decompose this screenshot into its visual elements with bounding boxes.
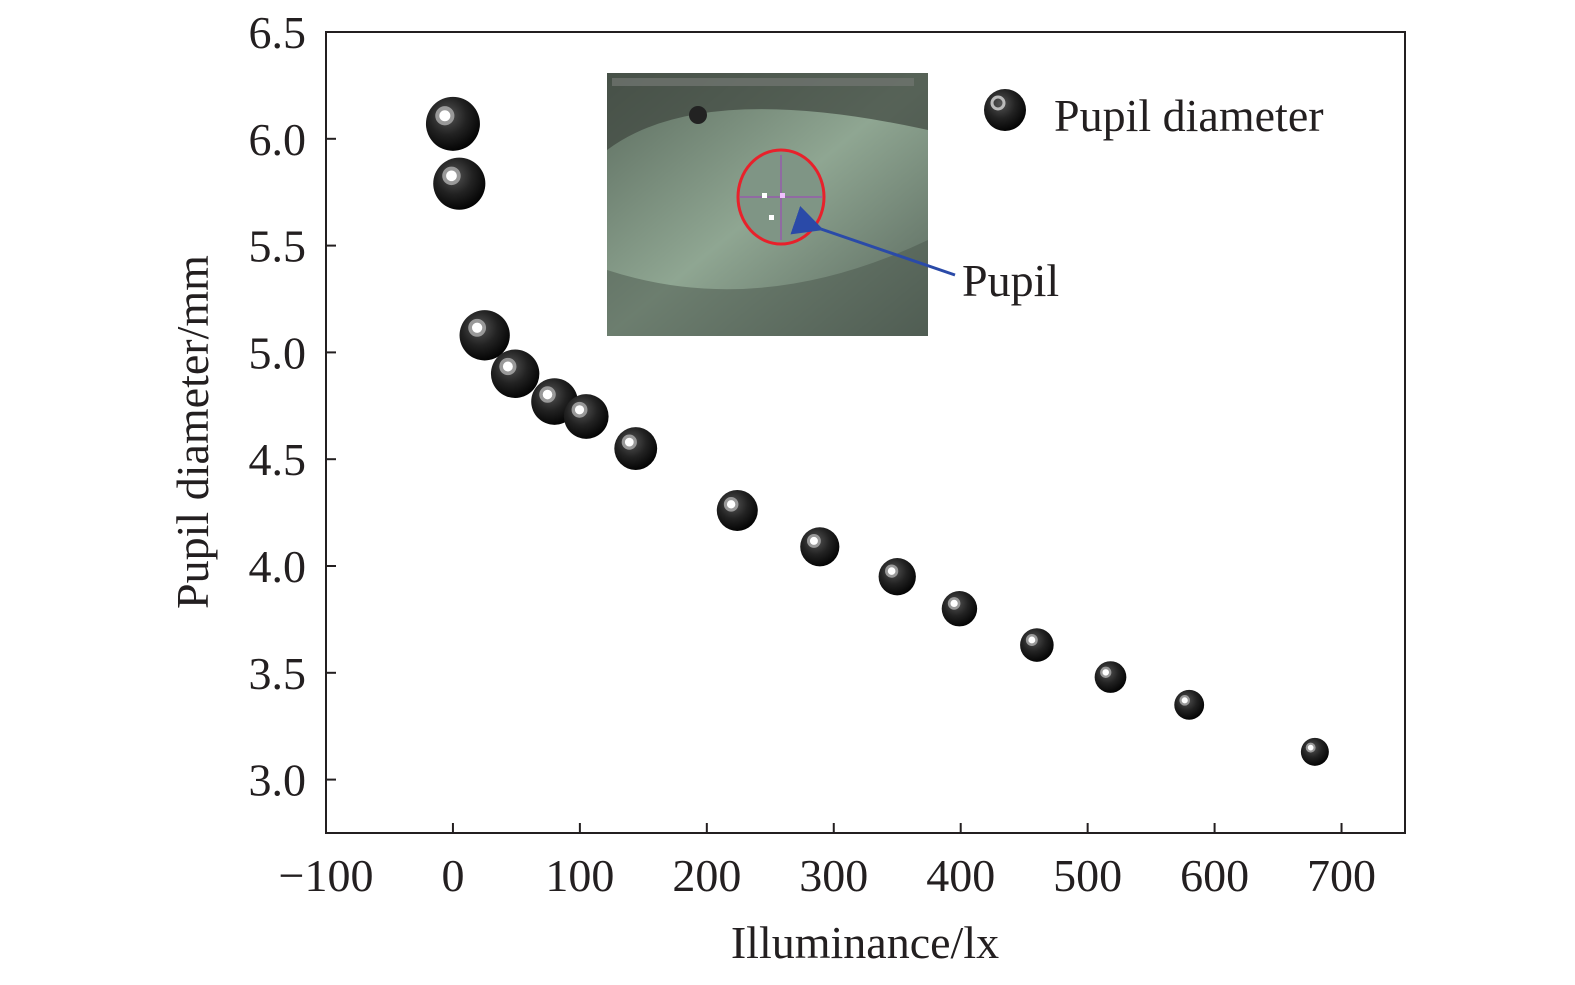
y-tick-label: 6.5 [249, 7, 307, 58]
x-tick-label: 200 [672, 850, 741, 901]
y-tick-label: 5.5 [249, 221, 307, 272]
y-tick-label: 4.0 [249, 541, 307, 592]
data-point [1300, 737, 1329, 766]
data-point [433, 157, 486, 210]
data-point [459, 310, 510, 361]
data-point [1094, 661, 1127, 693]
data-point [878, 558, 916, 596]
data-point [614, 427, 658, 470]
x-tick-label: 100 [545, 850, 614, 901]
data-point [425, 96, 480, 151]
data-point [1174, 689, 1205, 720]
y-tick-label: 3.0 [249, 755, 307, 806]
data-point [800, 527, 840, 567]
data-point [490, 349, 540, 398]
x-tick-label: 400 [926, 850, 995, 901]
eye-inset-photo [607, 73, 956, 336]
data-point [716, 489, 758, 531]
x-tick-label: 500 [1053, 850, 1122, 901]
y-tick-label: 5.0 [249, 327, 307, 378]
x-tick-label: 0 [441, 850, 464, 901]
legend-label: Pupil diameter [1054, 90, 1324, 141]
x-tick-label: 600 [1180, 850, 1249, 901]
data-point [941, 591, 978, 627]
x-tick-label: −100 [279, 850, 374, 901]
legend-marker [984, 89, 1026, 131]
y-tick-label: 3.5 [249, 648, 307, 699]
data-point [1020, 628, 1054, 662]
legend: Pupil diameter [984, 89, 1324, 141]
x-tick-label: 300 [799, 850, 868, 901]
pupil-arrow [790, 206, 956, 277]
y-tick-label: 4.5 [249, 434, 307, 485]
x-axis-label: Illuminance/lx [731, 917, 999, 968]
x-tick-label: 700 [1307, 850, 1376, 901]
plot-frame [325, 31, 1406, 834]
y-axis-label: Pupil diameter/mm [167, 255, 218, 609]
inset-annotation: Pupil [962, 255, 1059, 306]
y-tick-label: 6.0 [249, 114, 307, 165]
data-point [563, 394, 609, 439]
